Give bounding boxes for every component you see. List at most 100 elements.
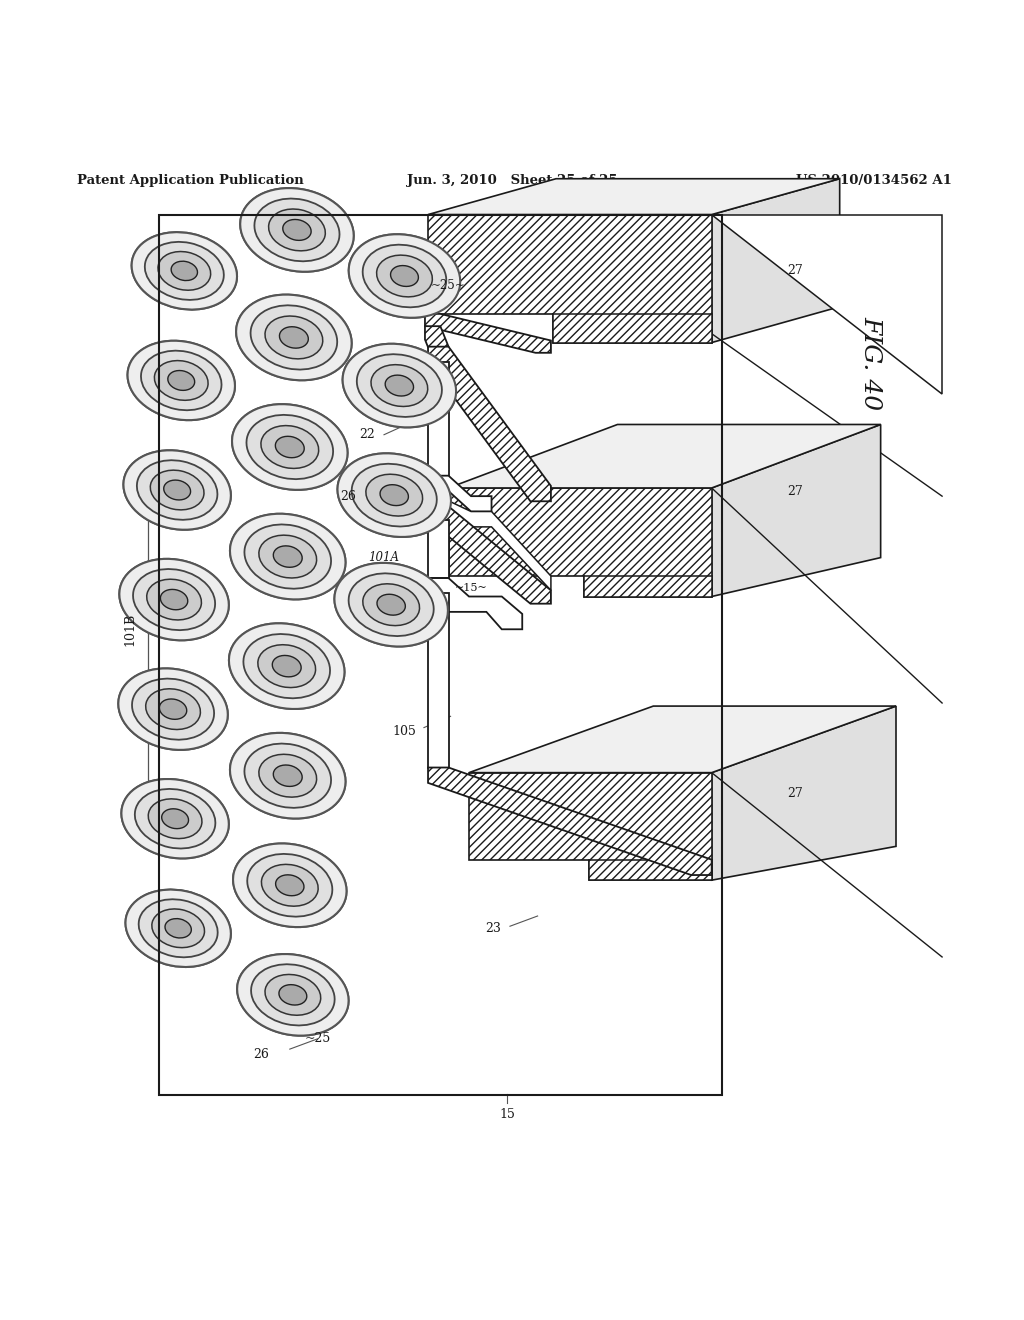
Ellipse shape	[280, 327, 308, 348]
Text: 23: 23	[485, 921, 502, 935]
Ellipse shape	[338, 453, 451, 537]
Polygon shape	[543, 215, 942, 507]
Ellipse shape	[151, 470, 204, 510]
Text: ~15~: ~15~	[455, 583, 487, 593]
Text: Patent Application Publication: Patent Application Publication	[77, 174, 303, 186]
Ellipse shape	[152, 909, 205, 948]
Ellipse shape	[132, 232, 237, 310]
Ellipse shape	[335, 562, 447, 647]
Ellipse shape	[275, 437, 304, 458]
Ellipse shape	[366, 474, 423, 516]
Ellipse shape	[162, 809, 188, 829]
Text: 26: 26	[253, 1048, 269, 1061]
Polygon shape	[159, 215, 722, 1096]
Ellipse shape	[233, 843, 346, 927]
Polygon shape	[469, 706, 896, 772]
Polygon shape	[428, 347, 551, 502]
Polygon shape	[449, 425, 881, 488]
Ellipse shape	[119, 668, 227, 750]
Polygon shape	[712, 706, 896, 880]
Ellipse shape	[247, 414, 333, 479]
Text: Jun. 3, 2010   Sheet 25 of 25: Jun. 3, 2010 Sheet 25 of 25	[407, 174, 617, 186]
Ellipse shape	[279, 985, 307, 1005]
Ellipse shape	[141, 351, 221, 411]
Ellipse shape	[132, 678, 214, 739]
Ellipse shape	[145, 689, 201, 730]
Text: FIG. 40: FIG. 40	[859, 315, 882, 411]
Ellipse shape	[161, 590, 187, 610]
Text: US 2010/0134562 A1: US 2010/0134562 A1	[797, 174, 952, 186]
Ellipse shape	[132, 232, 237, 310]
Ellipse shape	[152, 909, 205, 948]
Ellipse shape	[377, 255, 432, 297]
Ellipse shape	[133, 569, 215, 630]
Polygon shape	[553, 314, 712, 343]
Polygon shape	[425, 314, 551, 352]
Ellipse shape	[390, 265, 419, 286]
Ellipse shape	[268, 209, 326, 251]
Ellipse shape	[155, 360, 208, 400]
Ellipse shape	[258, 644, 315, 688]
Polygon shape	[584, 576, 712, 597]
Text: 27: 27	[786, 484, 803, 498]
Text: 27: 27	[786, 787, 803, 800]
Ellipse shape	[165, 919, 191, 939]
Ellipse shape	[120, 558, 228, 640]
Ellipse shape	[273, 766, 302, 787]
Ellipse shape	[247, 414, 333, 479]
Polygon shape	[428, 594, 449, 767]
Ellipse shape	[348, 573, 434, 636]
Ellipse shape	[349, 234, 460, 318]
Text: 15: 15	[499, 1109, 515, 1121]
Ellipse shape	[161, 590, 187, 610]
Ellipse shape	[259, 754, 316, 797]
Polygon shape	[428, 178, 840, 215]
Ellipse shape	[171, 261, 198, 281]
Polygon shape	[428, 215, 712, 343]
Ellipse shape	[245, 524, 331, 589]
Ellipse shape	[265, 974, 321, 1015]
Ellipse shape	[273, 766, 302, 787]
Ellipse shape	[146, 579, 202, 620]
Text: 26: 26	[340, 490, 356, 503]
Ellipse shape	[356, 354, 442, 417]
Ellipse shape	[259, 535, 316, 578]
Ellipse shape	[165, 919, 191, 939]
Ellipse shape	[377, 255, 432, 297]
Bar	[159, 215, 722, 1096]
Ellipse shape	[230, 733, 345, 818]
Ellipse shape	[273, 546, 302, 568]
Ellipse shape	[272, 656, 301, 677]
Ellipse shape	[128, 341, 234, 420]
Polygon shape	[428, 362, 449, 475]
Polygon shape	[589, 859, 712, 880]
Polygon shape	[712, 425, 881, 597]
Ellipse shape	[229, 623, 344, 709]
Ellipse shape	[343, 343, 456, 428]
Ellipse shape	[251, 965, 335, 1026]
Ellipse shape	[162, 809, 188, 829]
Text: 105: 105	[392, 725, 417, 738]
Ellipse shape	[151, 470, 204, 510]
Ellipse shape	[135, 789, 215, 849]
Ellipse shape	[254, 198, 340, 261]
Ellipse shape	[279, 985, 307, 1005]
Ellipse shape	[138, 899, 218, 957]
Polygon shape	[449, 488, 712, 597]
Ellipse shape	[135, 789, 215, 849]
Ellipse shape	[122, 779, 228, 858]
Ellipse shape	[377, 594, 406, 615]
Ellipse shape	[261, 865, 318, 907]
Polygon shape	[428, 507, 551, 603]
Ellipse shape	[265, 315, 323, 359]
Ellipse shape	[245, 524, 331, 589]
Ellipse shape	[371, 364, 428, 407]
Ellipse shape	[247, 854, 333, 916]
Ellipse shape	[233, 843, 346, 927]
Ellipse shape	[283, 219, 311, 240]
Ellipse shape	[168, 371, 195, 391]
Text: 27: 27	[786, 264, 803, 277]
Polygon shape	[428, 578, 522, 630]
Polygon shape	[428, 767, 712, 875]
Polygon shape	[712, 488, 942, 711]
